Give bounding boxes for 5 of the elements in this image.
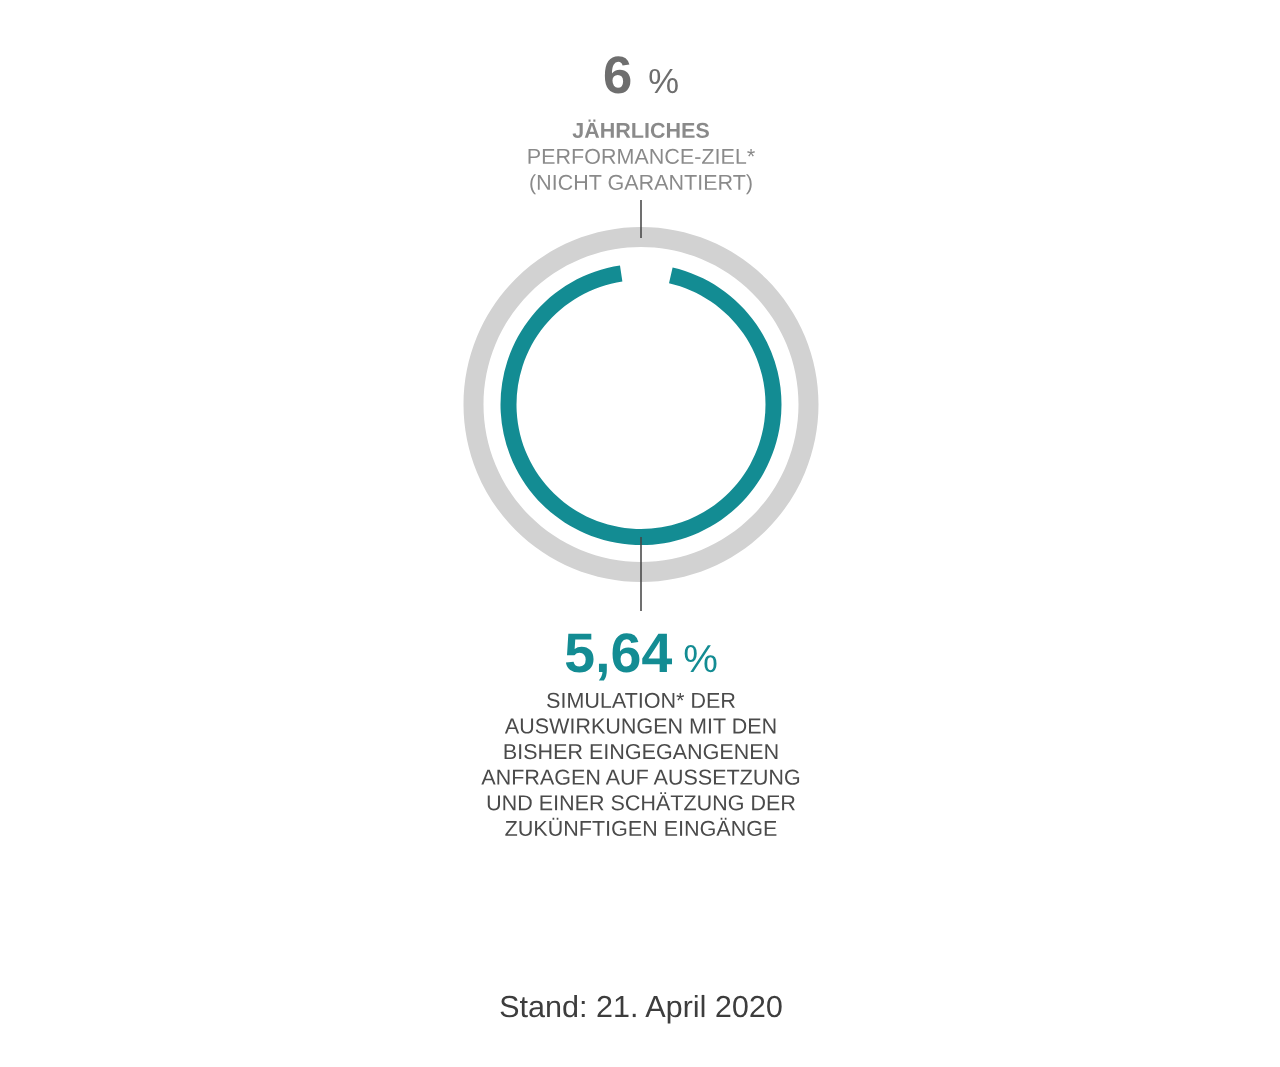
category-label: JÄHRLICHES PERFORMANCE-ZIEL* (NICHT GARANTIERT) [528, 119, 755, 195]
text: Stand: 21. April 2020 [500, 994, 782, 1024]
data-label: 5,64 % [565, 633, 717, 681]
category-label: SIMULATION* DER AUSWIRKUNGEN MIT DEN BISHER EINGEGANGENEN ANFRAGEN AUF AUSSETZUNG UND EINER SCHÄTZUNG DER ZUKÜNFTIGEN EINGÄNGE [481, 692, 800, 837]
data-label: 6 % [604, 56, 678, 94]
